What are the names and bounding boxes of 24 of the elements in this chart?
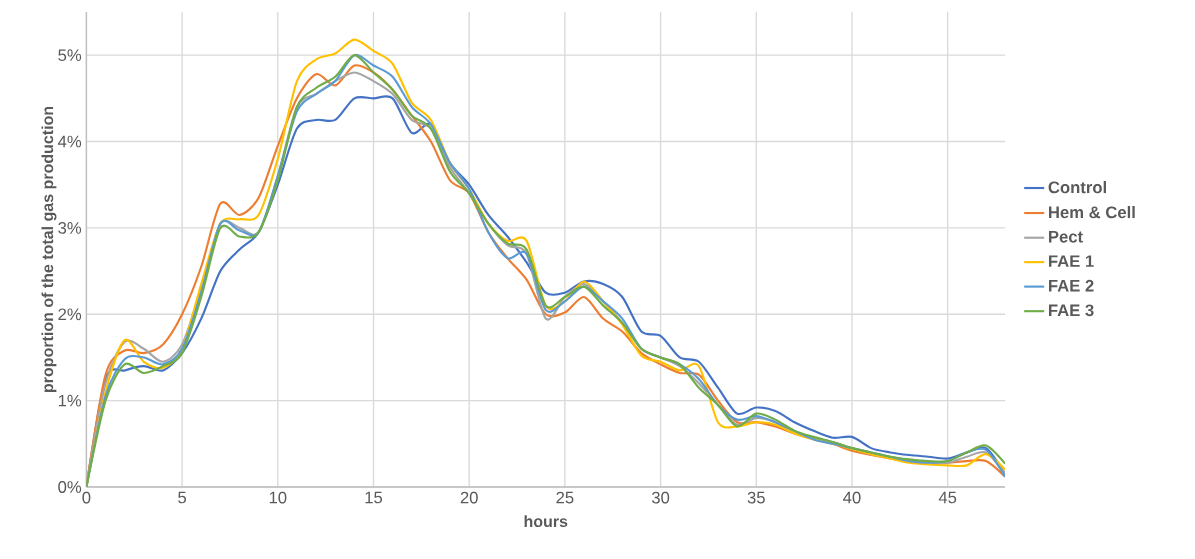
x-tick-label: 45 [938, 491, 957, 504]
y-tick-label: 2% [58, 308, 82, 321]
y-tick-label: 0% [58, 481, 82, 493]
y-tick-label: 5% [58, 49, 82, 62]
legend-label: Hem & Cell [1049, 205, 1135, 219]
y-axis-title: proportion of the total gas production [41, 106, 57, 392]
x-tick-label: 10 [269, 491, 287, 504]
x-tick-label: 35 [747, 491, 765, 504]
x-tick-label: 30 [651, 491, 670, 504]
x-tick-label: 20 [460, 491, 478, 504]
x-axis-title: hours [524, 515, 568, 528]
y-tick-label: 4% [57, 135, 82, 148]
x-tick-label: 40 [843, 491, 861, 504]
legend-label: FAE 1 [1049, 255, 1094, 267]
x-tick-label: 5 [178, 491, 187, 504]
y-tick-label: 3% [58, 222, 82, 234]
legend-label: FAE 3 [1049, 304, 1094, 317]
x-tick-label: 15 [365, 491, 383, 504]
y-tick-label: 1% [58, 394, 82, 407]
x-tick-label: 25 [556, 491, 574, 504]
legend-label: FAE 2 [1049, 279, 1094, 292]
x-tick-label: 0 [82, 491, 91, 504]
legend-label: Pect [1049, 231, 1083, 243]
legend-label: Control [1048, 180, 1106, 194]
